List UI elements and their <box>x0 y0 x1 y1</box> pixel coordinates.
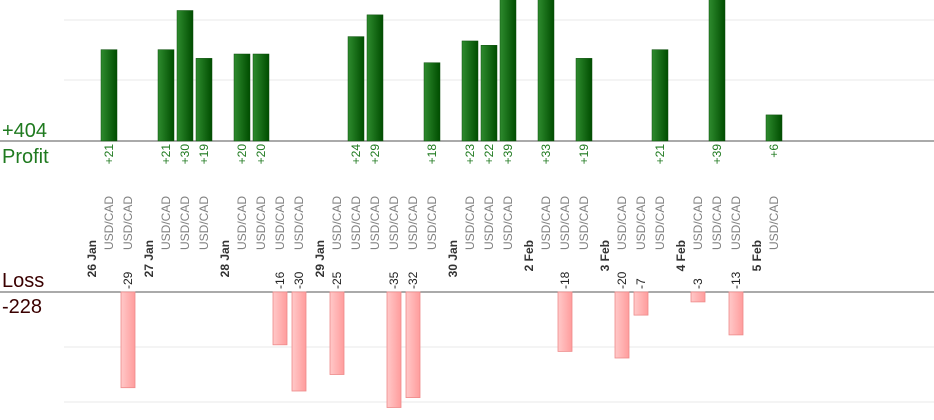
pair-label: USD/CAD <box>729 196 743 250</box>
day-label: 28 Jan <box>218 240 232 277</box>
profit-bar <box>708 0 726 142</box>
pair-label: USD/CAD <box>121 196 135 250</box>
loss-bar <box>614 291 630 359</box>
profit-bar <box>461 40 479 142</box>
pair-label: USD/CAD <box>368 196 382 250</box>
profit-value-label: +30 <box>178 144 192 165</box>
day-label: 26 Jan <box>85 240 99 277</box>
loss-value-label: -7 <box>634 278 648 289</box>
profit-total: +404 <box>2 120 47 142</box>
loss-value-label: -25 <box>330 271 344 289</box>
loss-label: Loss <box>2 270 44 292</box>
loss-bar <box>557 291 573 352</box>
day-label: 29 Jan <box>313 240 327 277</box>
loss-bar <box>272 291 288 346</box>
pair-label: USD/CAD <box>102 196 116 250</box>
profit-label: Profit <box>2 146 49 168</box>
loss-bar <box>633 291 649 316</box>
loss-value-label: -29 <box>121 271 135 289</box>
loss-bar <box>405 291 421 398</box>
loss-value-label: -18 <box>558 271 572 289</box>
pair-label: USD/CAD <box>197 196 211 250</box>
day-label: 5 Feb <box>750 240 764 271</box>
pair-label: USD/CAD <box>539 196 553 250</box>
loss-value-label: -20 <box>615 271 629 289</box>
profit-bar <box>537 0 555 142</box>
loss-value-label: -13 <box>729 271 743 289</box>
profit-value-label: +21 <box>653 144 667 165</box>
pair-label: USD/CAD <box>292 196 306 250</box>
day-label: 4 Feb <box>674 240 688 271</box>
profit-bar <box>366 14 384 142</box>
pair-label: USD/CAD <box>710 196 724 250</box>
pair-label: USD/CAD <box>406 196 420 250</box>
profit-bar <box>233 53 251 142</box>
loss-bar <box>728 291 744 336</box>
loss-value-label: -30 <box>292 271 306 289</box>
profit-bar <box>157 49 175 142</box>
profit-value-label: +24 <box>349 144 363 165</box>
loss-bar <box>329 291 345 375</box>
pair-label: USD/CAD <box>577 196 591 250</box>
loss-bar <box>291 291 307 392</box>
profit-bar <box>195 58 213 142</box>
profit-value-label: +18 <box>425 144 439 165</box>
day-label: 2 Feb <box>522 240 536 271</box>
profit-value-label: +39 <box>501 144 515 165</box>
profit-bar <box>347 36 365 142</box>
pair-label: USD/CAD <box>653 196 667 250</box>
profit-bar <box>176 10 194 142</box>
pair-label: USD/CAD <box>235 196 249 250</box>
pair-label: USD/CAD <box>349 196 363 250</box>
pair-label: USD/CAD <box>425 196 439 250</box>
pair-label: USD/CAD <box>159 196 173 250</box>
profit-bar <box>765 114 783 142</box>
profit-value-label: +21 <box>159 144 173 165</box>
profit-value-label: +21 <box>102 144 116 165</box>
pair-label: USD/CAD <box>634 196 648 250</box>
pair-label: USD/CAD <box>767 196 781 250</box>
profit-value-label: +6 <box>767 144 781 158</box>
pair-label: USD/CAD <box>482 196 496 250</box>
loss-value-label: -35 <box>387 271 401 289</box>
profit-value-label: +20 <box>254 144 268 165</box>
profit-bar <box>651 49 669 142</box>
loss-value-label: -32 <box>406 271 420 289</box>
pair-label: USD/CAD <box>501 196 515 250</box>
profit-value-label: +33 <box>539 144 553 165</box>
loss-value-label: -3 <box>691 278 705 289</box>
pair-label: USD/CAD <box>387 196 401 250</box>
profit-bar <box>252 53 270 142</box>
profit-value-label: +22 <box>482 144 496 165</box>
loss-bar <box>690 291 706 303</box>
day-label: 27 Jan <box>142 240 156 277</box>
loss-bar <box>120 291 136 389</box>
profit-value-label: +23 <box>463 144 477 165</box>
profit-value-label: +19 <box>577 144 591 165</box>
pair-label: USD/CAD <box>330 196 344 250</box>
pair-label: USD/CAD <box>178 196 192 250</box>
profit-bar <box>423 62 441 142</box>
loss-value-label: -16 <box>273 271 287 289</box>
day-label: 30 Jan <box>446 240 460 277</box>
pair-label: USD/CAD <box>254 196 268 250</box>
profit-value-label: +39 <box>710 144 724 165</box>
profit-value-label: +19 <box>197 144 211 165</box>
pair-label: USD/CAD <box>691 196 705 250</box>
pair-label: USD/CAD <box>273 196 287 250</box>
loss-total: -228 <box>2 296 42 318</box>
profit-bar <box>480 45 498 142</box>
pair-label: USD/CAD <box>615 196 629 250</box>
profit-bar <box>499 0 517 142</box>
profit-bar <box>575 58 593 142</box>
pair-label: USD/CAD <box>463 196 477 250</box>
pair-label: USD/CAD <box>558 196 572 250</box>
day-label: 3 Feb <box>598 240 612 271</box>
profit-value-label: +29 <box>368 144 382 165</box>
profit-bar <box>100 49 118 142</box>
profit-value-label: +20 <box>235 144 249 165</box>
loss-bar <box>386 291 402 408</box>
